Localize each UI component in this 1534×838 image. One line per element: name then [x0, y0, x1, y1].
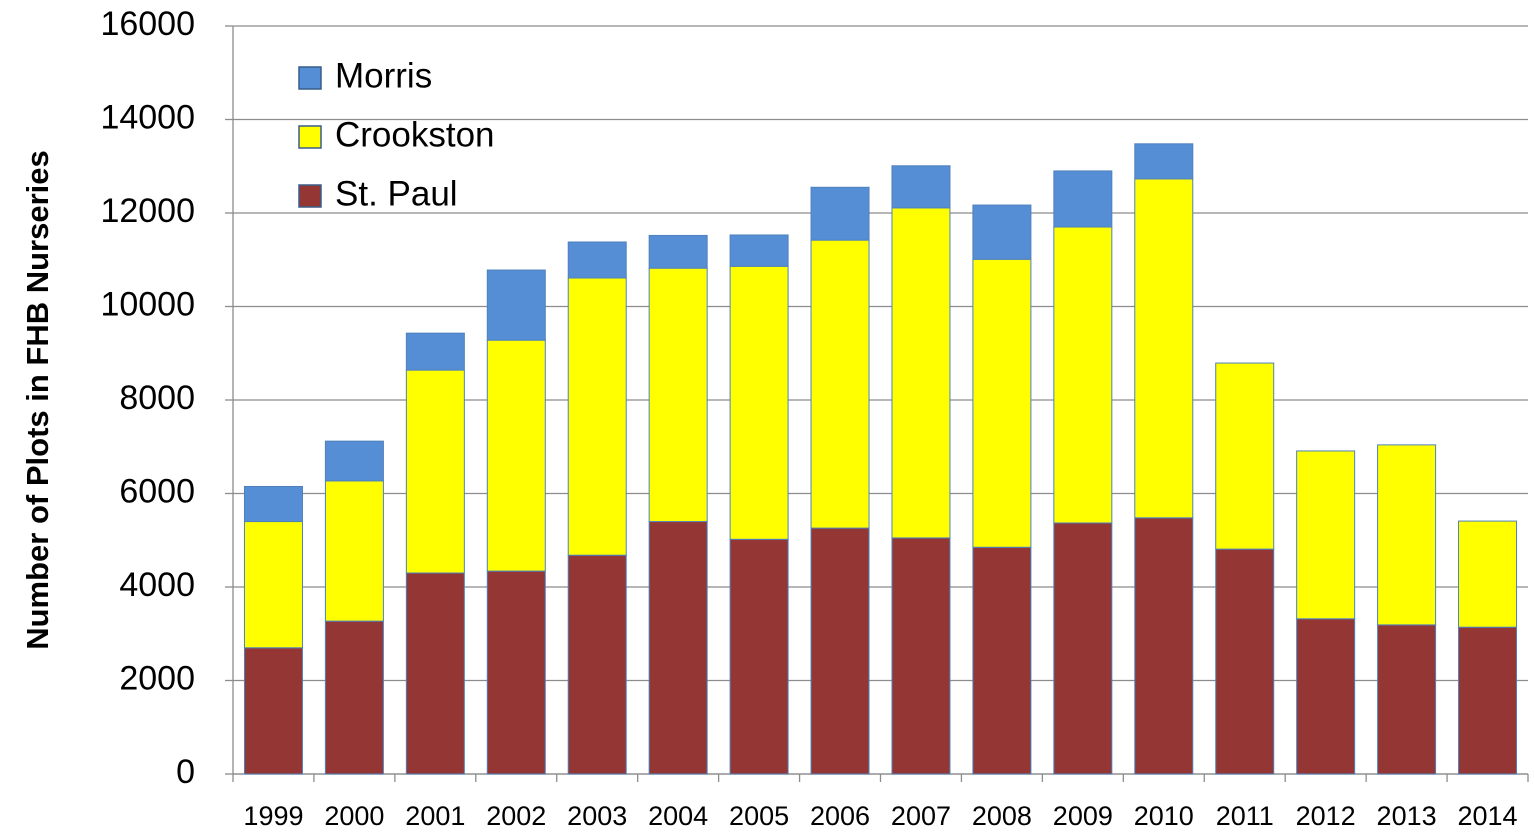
y-tick-label: 10000: [100, 285, 195, 323]
bar-segment: [972, 204, 1032, 260]
bar-segment: [324, 480, 384, 622]
y-tick-label: 14000: [100, 98, 195, 136]
bar-segment: [1215, 548, 1275, 775]
y-tick-label: 16000: [100, 5, 195, 43]
bar-segment: [648, 234, 708, 269]
bar-segment: [567, 277, 627, 556]
bar-segment: [810, 239, 870, 529]
bar-segment: [486, 339, 546, 572]
bar-segment: [729, 265, 789, 540]
x-tick-label: 2014: [1457, 801, 1517, 831]
legend-swatch: [298, 66, 322, 90]
bar-segment: [1377, 624, 1437, 775]
y-tick-label: 6000: [119, 472, 195, 510]
legend-swatch: [298, 184, 322, 208]
bar-segment: [648, 267, 708, 523]
x-tick-label: 2003: [567, 801, 627, 831]
bar-segment: [405, 369, 465, 574]
x-tick-label: 2012: [1296, 801, 1356, 831]
x-tick-label: 2010: [1134, 801, 1194, 831]
bar-segment: [648, 521, 708, 775]
x-tick-label: 2001: [405, 801, 465, 831]
x-tick-label: 2000: [324, 801, 384, 831]
legend-label: St. Paul: [335, 174, 458, 213]
x-tick-label: 2006: [810, 801, 870, 831]
x-tick-label: 2002: [486, 801, 546, 831]
bar-segment: [486, 269, 546, 341]
bar-segment: [1215, 362, 1275, 550]
x-tick-label: 2005: [729, 801, 789, 831]
bar-segment: [1134, 143, 1194, 180]
bar-segment: [243, 485, 303, 523]
x-tick-label: 2013: [1377, 801, 1437, 831]
bar-segment: [1053, 522, 1113, 775]
y-axis-label: Number of Plots in FHB Nurseries: [20, 150, 55, 650]
bar-segment: [567, 554, 627, 775]
bar-segment: [810, 527, 870, 775]
bar-segment: [1053, 170, 1113, 228]
bar-segment: [1458, 626, 1518, 775]
x-tick-label: 1999: [243, 801, 303, 831]
bar-segment: [729, 538, 789, 775]
x-tick-label: 2007: [891, 801, 951, 831]
bar-segment: [405, 572, 465, 775]
bar-segment: [1134, 178, 1194, 519]
bar-segment: [243, 647, 303, 775]
bar-segment: [1134, 517, 1194, 775]
legend-swatch: [298, 125, 322, 149]
bar-segment: [972, 258, 1032, 548]
bar-segment: [486, 570, 546, 775]
bar-segment: [567, 241, 627, 279]
bar-segment: [891, 165, 951, 209]
bar-segment: [324, 620, 384, 775]
x-tick-label: 2011: [1216, 801, 1274, 831]
bar-segment: [243, 521, 303, 649]
y-tick-label: 12000: [100, 192, 195, 230]
bar-segment: [405, 332, 465, 371]
y-tick-label: 0: [176, 753, 195, 791]
bar-segment: [1296, 618, 1356, 775]
y-tick-label: 4000: [119, 566, 195, 604]
bar-segment: [891, 537, 951, 775]
bar-segment: [972, 546, 1032, 775]
x-tick-label: 2008: [972, 801, 1032, 831]
x-tick-label: 2004: [648, 801, 708, 831]
legend-label: Crookston: [335, 115, 495, 154]
bar-segment: [1458, 520, 1518, 628]
bar-segment: [891, 207, 951, 539]
bar-segment: [1296, 450, 1356, 620]
bar-segment: [1053, 226, 1113, 524]
y-tick-label: 8000: [119, 379, 195, 417]
bar-segment: [324, 440, 384, 482]
bar-segment: [810, 186, 870, 241]
legend-label: Morris: [335, 56, 432, 95]
x-tick-label: 2009: [1053, 801, 1113, 831]
y-tick-label: 2000: [119, 659, 195, 697]
bar-segment: [1377, 444, 1437, 626]
bar-segment: [729, 234, 789, 267]
